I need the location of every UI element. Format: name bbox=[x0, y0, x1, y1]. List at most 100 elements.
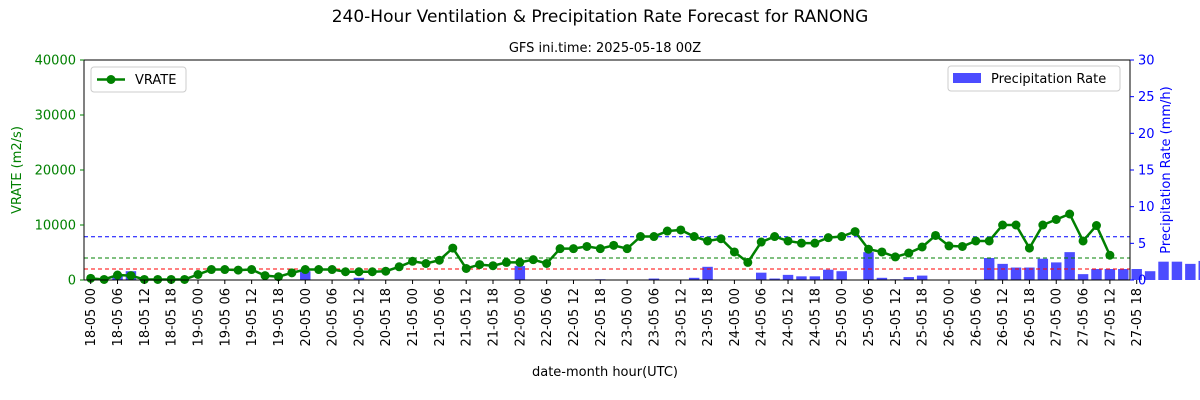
vrate-point bbox=[810, 238, 820, 248]
vrate-point bbox=[247, 265, 257, 275]
vrate-point bbox=[957, 241, 967, 251]
vrate-point bbox=[676, 225, 686, 235]
precip-bar bbox=[1064, 252, 1075, 280]
vrate-point bbox=[1024, 243, 1034, 253]
vrate-point bbox=[233, 265, 243, 275]
vrate-point bbox=[113, 270, 123, 280]
precip-bar bbox=[1037, 258, 1049, 280]
x-tick-label: 19-05 00 bbox=[191, 288, 206, 346]
vrate-point bbox=[273, 272, 283, 282]
x-tick-label: 26-05 06 bbox=[969, 288, 984, 346]
x-tick-label: 20-05 00 bbox=[299, 288, 314, 346]
precip-bar bbox=[1091, 269, 1102, 280]
vrate-point bbox=[394, 262, 404, 272]
vrate-point bbox=[703, 236, 713, 246]
chart-subtitle: GFS ini.time: 2025-05-18 00Z bbox=[509, 41, 701, 56]
precip-bar bbox=[1144, 271, 1156, 280]
vrate-point bbox=[931, 230, 941, 240]
x-tick-label: 22-05 18 bbox=[594, 288, 609, 346]
vrate-point bbox=[609, 240, 619, 250]
x-tick-label: 21-05 06 bbox=[433, 288, 448, 346]
left-axis-label: VRATE (m2/s) bbox=[10, 126, 25, 214]
right-tick-label: 15 bbox=[1138, 164, 1155, 179]
vrate-point bbox=[890, 252, 900, 262]
vrate-point bbox=[287, 268, 297, 278]
legend-precip-swatch bbox=[953, 73, 981, 83]
x-tick-label: 20-05 18 bbox=[379, 288, 394, 346]
precip-bar bbox=[823, 269, 834, 280]
vrate-point bbox=[689, 232, 699, 242]
right-axis-label: Precipitation Rate (mm/h) bbox=[1159, 86, 1174, 253]
x-tick-label: 27-05 00 bbox=[1050, 288, 1065, 346]
precip-bar bbox=[353, 277, 365, 280]
vrate-point bbox=[595, 244, 605, 254]
legend-precip-box bbox=[947, 65, 1121, 92]
vrate-point bbox=[582, 241, 592, 251]
vrate-point bbox=[729, 247, 739, 257]
vrate-point bbox=[180, 274, 190, 284]
vrate-point bbox=[783, 236, 793, 246]
vrate-point bbox=[1065, 209, 1075, 219]
vrate-point bbox=[341, 267, 350, 277]
vrate-point bbox=[260, 271, 270, 281]
x-tick-label: 22-05 12 bbox=[567, 288, 582, 346]
vrate-point bbox=[1078, 236, 1088, 246]
x-tick-label: 19-05 18 bbox=[272, 288, 287, 346]
legend-precipitation: Precipitation Rate bbox=[947, 65, 1121, 92]
x-tick-label: 20-05 06 bbox=[326, 288, 341, 346]
vrate-point bbox=[381, 266, 391, 276]
vrate-point bbox=[743, 257, 753, 267]
vrate-point bbox=[354, 267, 364, 277]
x-tick-label: 23-05 00 bbox=[621, 288, 636, 346]
left-tick-label: 20000 bbox=[35, 164, 76, 179]
x-tick-label: 25-05 06 bbox=[862, 288, 877, 346]
vrate-point bbox=[542, 259, 552, 268]
vrate-point bbox=[206, 265, 216, 275]
left-tick-label: 30000 bbox=[35, 109, 76, 124]
vrate-point bbox=[139, 274, 149, 284]
precip-bar bbox=[1077, 274, 1089, 280]
vrate-line bbox=[86, 209, 1115, 284]
precip-bar bbox=[755, 272, 767, 280]
right-tick-label: 30 bbox=[1138, 54, 1155, 69]
vrate-point bbox=[984, 236, 994, 246]
vrate-point bbox=[904, 248, 914, 258]
precip-bar bbox=[1131, 269, 1142, 280]
vrate-point bbox=[877, 247, 887, 257]
vrate-point bbox=[166, 274, 176, 284]
vrate-point bbox=[86, 273, 96, 283]
vrate-point bbox=[555, 244, 565, 254]
legend-precip-label: Precipitation Rate bbox=[991, 72, 1106, 87]
precip-bar bbox=[1118, 269, 1129, 280]
x-tick-label: 19-05 12 bbox=[245, 288, 260, 346]
vrate-point bbox=[99, 274, 109, 284]
x-tick-label: 26-05 18 bbox=[1023, 288, 1038, 346]
x-tick-label: 26-05 00 bbox=[942, 288, 957, 346]
axes: 0 10000 20000 30000 40000 0 5 10 15 20 25 30 18-05 0… bbox=[35, 54, 1155, 347]
x-tick-label: 26-05 12 bbox=[996, 288, 1011, 346]
x-tick-label: 21-05 12 bbox=[460, 288, 475, 346]
vrate-point bbox=[300, 265, 310, 275]
vrate-point bbox=[1105, 250, 1115, 260]
vrate-point bbox=[461, 263, 471, 273]
vrate-point bbox=[756, 237, 766, 247]
vrate-point bbox=[837, 232, 847, 242]
precip-bar bbox=[903, 277, 914, 280]
legend-vrate-marker-swatch bbox=[106, 75, 116, 84]
vrate-point bbox=[1038, 220, 1048, 230]
precip-bar bbox=[1010, 267, 1022, 280]
precip-bar bbox=[1158, 261, 1169, 280]
precip-bar bbox=[1198, 260, 1200, 280]
x-tick-label: 25-05 18 bbox=[916, 288, 931, 346]
vrate-point bbox=[998, 220, 1008, 230]
x-tick-label: 24-05 18 bbox=[808, 288, 823, 346]
vrate-point bbox=[528, 255, 538, 265]
vrate-point bbox=[716, 234, 726, 244]
x-tick-label: 20-05 12 bbox=[352, 288, 367, 346]
left-tick-label: 0 bbox=[68, 274, 76, 289]
left-tick-label: 10000 bbox=[35, 219, 76, 234]
right-tick-label: 5 bbox=[1138, 237, 1146, 252]
precip-bar bbox=[1104, 269, 1116, 280]
precip-bar bbox=[300, 271, 311, 280]
precip-bar bbox=[648, 278, 660, 280]
